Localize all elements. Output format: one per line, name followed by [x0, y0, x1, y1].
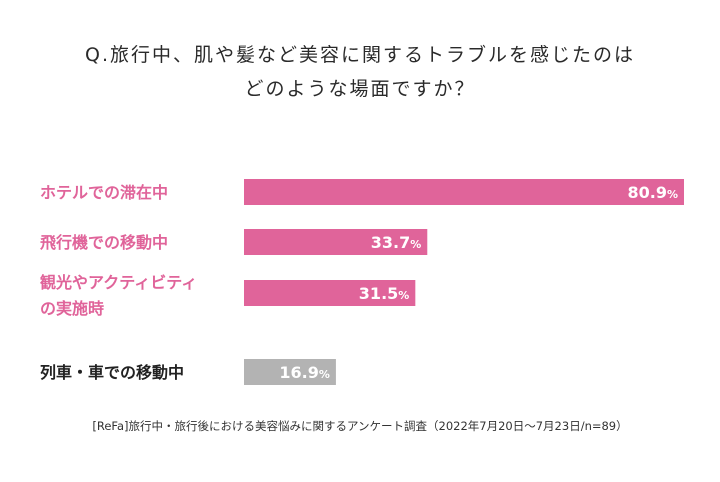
value-label: 80.9% [627, 183, 678, 202]
bar [244, 359, 336, 385]
category-label: の実施時 [40, 299, 104, 318]
category-label: 観光やアクティビティ [40, 273, 197, 292]
bar [244, 229, 428, 255]
question-line-1: Q.旅行中、肌や髪など美容に関するトラブルを感じたのは [85, 44, 635, 66]
bar [244, 280, 416, 306]
category-label: ホテルでの滞在中 [40, 183, 168, 202]
footnote: [ReFa]旅行中・旅行後における美容悩みに関するアンケート調査（2022年7月… [92, 419, 628, 433]
value-label: 31.5% [359, 284, 410, 303]
value-label: 16.9% [279, 363, 330, 382]
bar [244, 179, 684, 205]
bar-chart: ホテルでの滞在中 80.9% 飛行機での移動中 33.7% 観光やアクティビティの実施時… [39, 179, 684, 385]
value-label: 33.7% [371, 233, 422, 252]
category-label: 列車・車での移動中 [40, 363, 184, 382]
question-title: Q.旅行中、肌や髪など美容に関するトラブルを感じたのは どのような場面ですか？ [0, 38, 720, 106]
category-label: 飛行機での移動中 [39, 233, 168, 252]
question-line-2: どのような場面ですか？ [244, 78, 476, 100]
